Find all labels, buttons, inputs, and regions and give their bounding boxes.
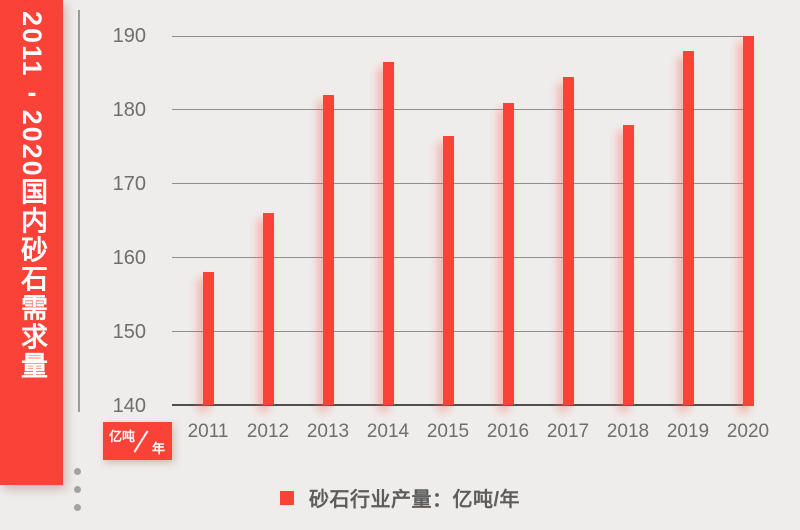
bar-2011 <box>202 272 214 406</box>
decorative-dot <box>74 504 81 511</box>
bar-2017 <box>562 76 574 406</box>
decorative-dot <box>74 486 81 493</box>
legend-label: 砂石行业产量：亿吨/年 <box>308 489 521 511</box>
gridline-170 <box>172 183 753 185</box>
title-banner: 2011-2020国内砂石需求量 <box>0 0 63 485</box>
x-tick-label-2019: 2019 <box>666 421 710 442</box>
bar-2013 <box>322 95 334 406</box>
bar-2015 <box>442 135 454 406</box>
gridline-140 <box>172 404 753 406</box>
x-tick-label-2012: 2012 <box>246 421 290 442</box>
axis-unit-badge: 亿吨 年 <box>103 422 172 460</box>
bar-2018 <box>622 124 634 406</box>
bar-2019 <box>682 50 694 406</box>
bar-2012 <box>262 213 274 406</box>
y-tick-label-190: 190 <box>112 25 146 47</box>
gridline-160 <box>172 257 753 259</box>
unit-numerator: 亿吨 <box>109 429 136 444</box>
slash-icon <box>133 430 149 453</box>
x-tick-label-2015: 2015 <box>426 421 470 442</box>
bar-2020 <box>742 36 754 406</box>
bar-2014 <box>382 61 394 406</box>
y-tick-label-160: 160 <box>112 246 146 269</box>
y-axis-line <box>78 10 80 412</box>
unit-denominator: 年 <box>151 441 165 456</box>
x-tick-label-2011: 2011 <box>187 421 229 442</box>
legend-marker-icon <box>279 490 294 505</box>
y-tick-label-150: 150 <box>112 320 146 343</box>
chart-legend: 砂石行业产量：亿吨/年 <box>0 483 800 512</box>
x-tick-label-2017: 2017 <box>546 421 590 442</box>
x-tick-label-2014: 2014 <box>366 421 410 442</box>
decorative-dot <box>74 468 81 475</box>
x-tick-label-2020: 2020 <box>726 421 770 442</box>
y-tick-label-140: 140 <box>112 394 146 417</box>
gridline-150 <box>172 331 753 333</box>
bar-2016 <box>502 102 514 406</box>
y-tick-label-180: 180 <box>112 98 146 121</box>
gridline-180 <box>172 109 753 111</box>
x-tick-label-2013: 2013 <box>306 421 350 442</box>
x-tick-label-2018: 2018 <box>606 421 650 442</box>
banner-title: 2011-2020国内砂石需求量 <box>17 11 47 381</box>
x-tick-label-2016: 2016 <box>486 421 530 442</box>
decorative-dots <box>74 468 81 511</box>
gridline-190 <box>172 35 753 37</box>
y-tick-label-170: 170 <box>112 172 146 195</box>
